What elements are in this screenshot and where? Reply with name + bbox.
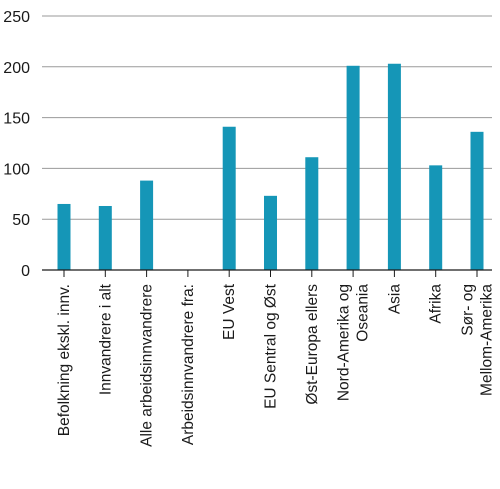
- bar: [98, 205, 112, 270]
- category-label: Innvandrere i alt: [97, 283, 114, 395]
- y-axis-ticks: 0 50 100 150 200 250: [3, 9, 30, 280]
- x-axis-ticks: [63, 270, 478, 277]
- bar: [222, 126, 236, 270]
- gridlines: [42, 15, 492, 220]
- bar: [305, 157, 319, 270]
- y-tick-label: 100: [3, 161, 30, 178]
- category-label: Oseania: [355, 284, 372, 342]
- category-label: Arbeidsinnvandrere fra:: [180, 284, 197, 445]
- bar: [264, 195, 277, 270]
- category-label: Mellom-Amerika: [479, 284, 496, 396]
- y-tick-label: 250: [3, 9, 30, 26]
- y-tick-label: 150: [3, 111, 30, 128]
- category-label: Asia: [386, 284, 403, 315]
- bar: [346, 65, 360, 270]
- x-axis-labels: Befolkning ekskl. innv. Innvandrere i alt…: [56, 283, 496, 447]
- y-tick-label: 200: [3, 60, 30, 77]
- category-label: Nord-Amerika og: [336, 284, 353, 401]
- bar: [429, 165, 443, 270]
- category-label: Afrika: [428, 284, 445, 324]
- bar: [470, 131, 484, 270]
- category-label: EU Sentral og Øst: [263, 283, 280, 409]
- y-tick-label: 50: [12, 212, 30, 229]
- y-tick-label: 0: [21, 263, 30, 280]
- category-label: Alle arbeidsinnvandrere: [139, 284, 156, 447]
- bar: [140, 180, 154, 270]
- category-label: Befolkning ekskl. innv.: [56, 284, 73, 436]
- bars: [57, 63, 484, 270]
- bar: [57, 203, 71, 270]
- category-label: EU Vest: [221, 283, 238, 340]
- bar: [387, 63, 401, 270]
- category-label: Øst-Europa ellers: [304, 284, 321, 405]
- category-label: Sør- og: [460, 284, 477, 336]
